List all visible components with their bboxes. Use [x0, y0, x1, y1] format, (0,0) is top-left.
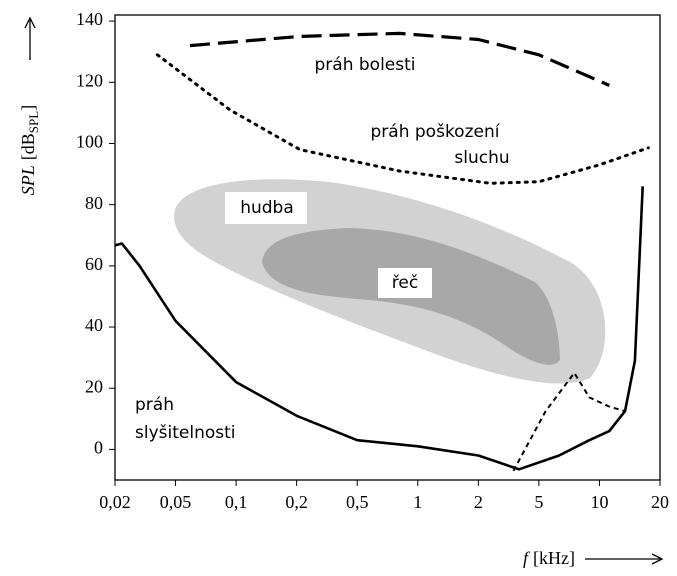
- curve: [155, 53, 650, 185]
- label-box: [225, 192, 307, 224]
- y-tick-label: 20: [85, 376, 103, 396]
- y-label-var: SPL: [18, 165, 38, 195]
- y-label-sub: SPL: [26, 111, 41, 133]
- x-tick-label: 10: [590, 492, 608, 512]
- curve: [512, 371, 626, 472]
- annotation: řeč: [392, 273, 418, 293]
- annotation: práh: [135, 395, 174, 415]
- annotation: hudba: [240, 198, 294, 218]
- x-tick-label: 0,5: [346, 492, 369, 512]
- y-arrow: [24, 16, 36, 60]
- x-tick-label: 5: [534, 492, 543, 512]
- y-tick-label: 0: [94, 438, 103, 458]
- x-tick-label: 0,05: [160, 492, 192, 512]
- y-tick-label: 40: [85, 315, 103, 335]
- annotation: práh bolesti: [315, 55, 416, 75]
- x-tick-label: 0,02: [99, 492, 131, 512]
- annotation: sluchu: [454, 148, 509, 168]
- x-label-unit: [kHz]: [533, 548, 575, 568]
- plot-frame: [114, 14, 661, 481]
- annotation: slyšitelnosti: [135, 423, 236, 443]
- y-tick-label: 100: [76, 132, 103, 152]
- x-arrow: [585, 553, 664, 565]
- curve: [189, 31, 610, 87]
- x-axis-label: f [kHz]: [523, 548, 575, 568]
- x-tick-label: 0,2: [285, 492, 308, 512]
- y-tick-label: 80: [85, 193, 103, 213]
- annotation: práh poškození: [371, 122, 501, 142]
- y-axis-label: SPL[dBSPL]: [18, 105, 41, 195]
- curve: [114, 186, 644, 471]
- y-tick-label: 140: [76, 9, 103, 29]
- label-box: [378, 268, 432, 298]
- x-tick-label: 2: [474, 492, 483, 512]
- y-tick-label: 120: [76, 70, 103, 90]
- x-label-var: f: [523, 548, 531, 568]
- y-tick-label: 60: [85, 254, 103, 274]
- x-tick-label: 1: [413, 492, 422, 512]
- x-tick-label: 0,1: [225, 492, 248, 512]
- y-label-unit: [dB: [18, 133, 38, 160]
- x-tick-label: 20: [651, 492, 669, 512]
- y-label-close: ]: [18, 105, 38, 111]
